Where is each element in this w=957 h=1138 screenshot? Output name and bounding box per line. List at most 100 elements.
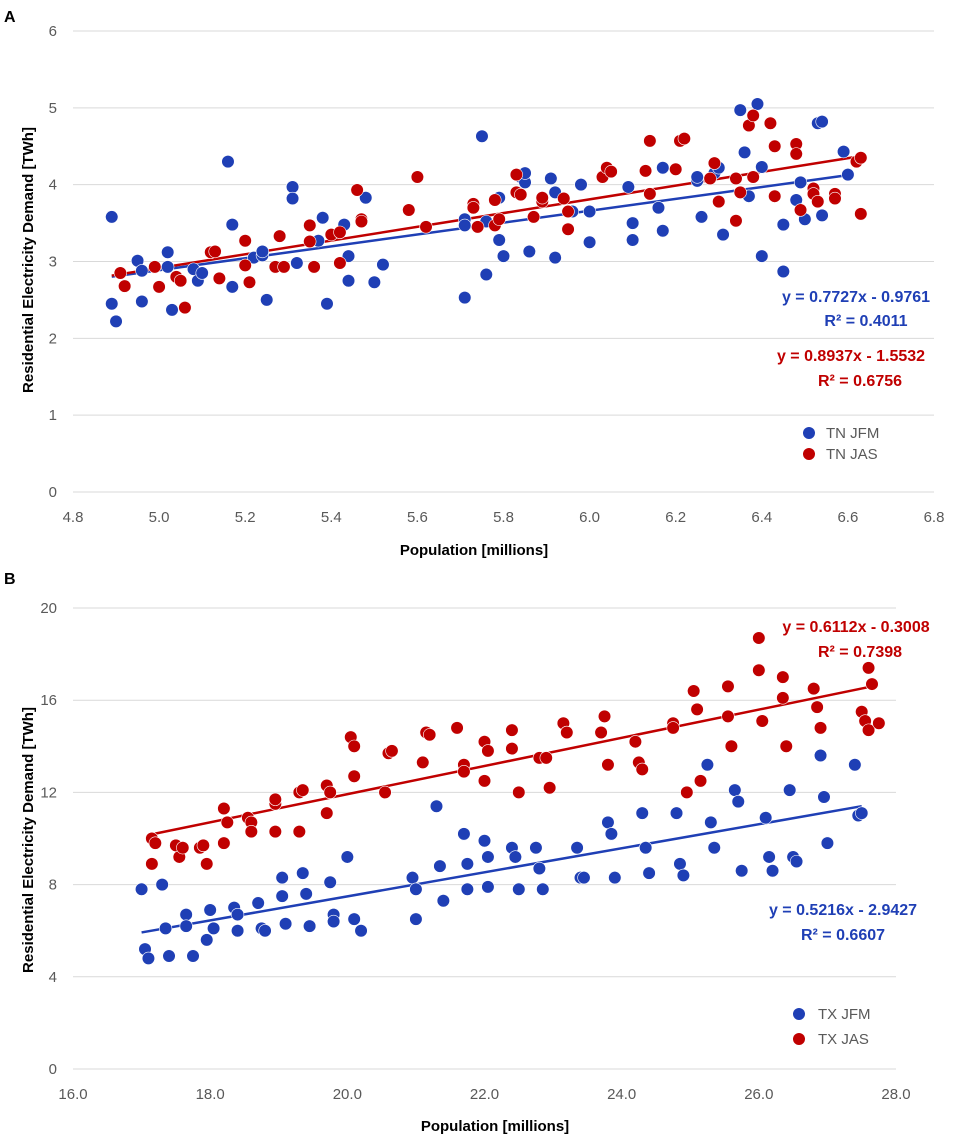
panel-a-point-tn-jfm bbox=[776, 218, 790, 232]
panel-a-point-tn-jfm bbox=[225, 218, 239, 232]
panel-a-point-tn-jas bbox=[643, 187, 657, 201]
panel-b-point-tx-jas bbox=[776, 670, 790, 684]
panel-b-y-tick-label: 0 bbox=[49, 1061, 57, 1078]
panel-a-point-tn-jfm bbox=[475, 129, 489, 143]
panel-a-point-tn-jas bbox=[561, 204, 575, 219]
panel-b-point-tx-jfm bbox=[855, 806, 869, 820]
panel-b-x-tick-label: 16.0 bbox=[58, 1086, 87, 1103]
panel-b-jas-r2: R² = 0.7398 bbox=[818, 644, 902, 661]
panel-a-point-tn-jfm bbox=[755, 160, 769, 174]
panel-a-point-tn-jfm bbox=[165, 303, 179, 317]
panel-b-point-tx-jfm bbox=[206, 921, 221, 935]
panel-b-x-tick-label: 22.0 bbox=[470, 1086, 499, 1103]
panel-a-legend: TN JFM TN JAS bbox=[803, 425, 879, 463]
panel-a-point-tn-jas bbox=[746, 170, 760, 184]
panel-b-point-tx-jfm bbox=[604, 827, 618, 841]
panel-a-point-tn-jfm bbox=[548, 251, 562, 265]
panel-a-point-tn-jfm bbox=[544, 171, 558, 186]
panel-b-point-tx-jfm bbox=[512, 882, 526, 896]
panel-a-point-tn-jfm bbox=[260, 293, 274, 307]
panel-b-point-tx-jas bbox=[296, 783, 310, 797]
panel-a: A 0 1 2 3 4 5 6 4.8 5.0 5.2 5.4 5.6 5.8 6.0 6.2 6.4 6.6… bbox=[4, 9, 944, 559]
panel-b-point-tx-jfm bbox=[532, 861, 546, 876]
panel-a-point-tn-jas bbox=[604, 165, 618, 179]
panel-a-point-tn-jfm bbox=[750, 97, 765, 111]
panel-b-x-tick-label: 24.0 bbox=[607, 1086, 636, 1103]
panel-a-point-tn-jas bbox=[729, 171, 743, 186]
panel-b-point-tx-jfm bbox=[570, 841, 584, 855]
panel-b-legend-marker-jas bbox=[793, 1033, 805, 1045]
panel-b-point-tx-jas bbox=[752, 631, 766, 645]
panel-b-point-tx-jfm bbox=[529, 841, 543, 855]
panel-b-point-tx-jfm bbox=[155, 877, 169, 892]
panel-a-point-tn-jfm bbox=[285, 180, 300, 194]
panel-a-point-tn-jas bbox=[793, 203, 808, 217]
panel-b-point-tx-jas bbox=[416, 755, 430, 770]
panel-a-y-tick-label: 3 bbox=[49, 254, 57, 271]
panel-a-point-tn-jfm bbox=[492, 233, 506, 247]
panel-b-point-tx-jfm bbox=[735, 864, 749, 878]
panel-b-point-tx-jfm bbox=[158, 921, 173, 935]
panel-b-point-tx-jfm bbox=[134, 882, 149, 896]
panel-b-trendline-tx-jas bbox=[148, 684, 876, 837]
panel-b-trendlines bbox=[141, 684, 876, 934]
panel-b-point-tx-jas bbox=[721, 709, 735, 723]
panel-a-point-tn-jfm bbox=[161, 260, 175, 274]
panel-b-y-tick-label: 12 bbox=[40, 784, 57, 801]
panel-a-legend-jas: TN JAS bbox=[826, 446, 878, 463]
panel-b-point-tx-jfm bbox=[789, 854, 804, 869]
panel-a-point-tn-jfm bbox=[694, 210, 709, 224]
panel-b-point-tx-jas bbox=[539, 751, 553, 765]
panel-b-point-tx-jfm bbox=[251, 896, 265, 910]
panel-a-point-tn-jfm bbox=[582, 204, 597, 219]
panel-b-point-tx-jfm bbox=[340, 850, 354, 864]
panel-a-point-tn-jfm bbox=[841, 168, 855, 182]
panel-b-point-tx-jfm bbox=[436, 894, 450, 908]
panel-a-points bbox=[105, 97, 868, 329]
panel-a-point-tn-jfm bbox=[135, 264, 149, 278]
panel-b-point-tx-jfm bbox=[275, 871, 289, 885]
panel-b-point-tx-jas bbox=[635, 762, 649, 776]
panel-b: B 0 4 8 12 16 20 16.0 18.0 20.0 22.0 24.0 26.0 28.0… bbox=[4, 571, 930, 1135]
panel-b-point-tx-jfm bbox=[477, 834, 492, 848]
panel-b-point-tx-jas bbox=[347, 739, 361, 753]
panel-b-point-tx-jas bbox=[690, 702, 704, 717]
panel-b-point-tx-jas bbox=[872, 716, 886, 730]
panel-a-x-axis-title: Population [millions] bbox=[400, 542, 548, 559]
panel-b-point-tx-jfm bbox=[577, 871, 591, 885]
panel-b-point-tx-jas bbox=[779, 739, 793, 753]
panel-a-label: A bbox=[4, 9, 16, 26]
panel-a-y-tick-label: 5 bbox=[49, 100, 57, 117]
panel-b-point-tx-jfm bbox=[460, 857, 474, 871]
panel-a-y-tick-label: 6 bbox=[49, 23, 57, 40]
panel-a-x-tick-label: 6.4 bbox=[751, 509, 772, 526]
panel-a-point-tn-jas bbox=[643, 134, 657, 148]
panel-b-point-tx-jfm bbox=[669, 806, 684, 820]
panel-b-x-axis-title: Population [millions] bbox=[421, 1118, 569, 1135]
panel-a-point-tn-jas bbox=[303, 234, 317, 249]
panel-b-point-tx-jas bbox=[810, 700, 824, 714]
panel-b-point-tx-jas bbox=[752, 663, 766, 677]
panel-b-point-tx-jas bbox=[378, 785, 392, 800]
panel-a-point-tn-jfm bbox=[105, 297, 119, 311]
panel-a-point-tn-jas bbox=[148, 260, 162, 274]
panel-a-point-tn-jfm bbox=[776, 264, 790, 279]
panel-a-point-tn-jas bbox=[419, 220, 433, 234]
panel-a-point-tn-jas bbox=[178, 301, 192, 315]
panel-a-point-tn-jfm bbox=[195, 266, 209, 280]
panel-b-point-tx-jas bbox=[861, 661, 876, 675]
panel-a-point-tn-jfm bbox=[285, 191, 300, 206]
panel-a-x-tick-label: 5.0 bbox=[149, 509, 170, 526]
panel-b-point-tx-jas bbox=[628, 735, 642, 749]
panel-b-legend-jfm: TX JFM bbox=[818, 1006, 871, 1023]
panel-a-point-tn-jas bbox=[471, 220, 485, 234]
panel-a-point-tn-jfm bbox=[651, 201, 666, 215]
panel-b-point-tx-jfm bbox=[848, 758, 862, 772]
panel-a-point-tn-jfm bbox=[458, 218, 472, 232]
panel-a-y-ticks: 0 1 2 3 4 5 6 bbox=[49, 23, 57, 501]
panel-b-point-tx-jfm bbox=[536, 882, 550, 896]
panel-b-point-tx-jfm bbox=[783, 783, 797, 797]
panel-b-point-tx-jas bbox=[385, 744, 399, 758]
panel-a-y-tick-label: 2 bbox=[49, 330, 57, 347]
